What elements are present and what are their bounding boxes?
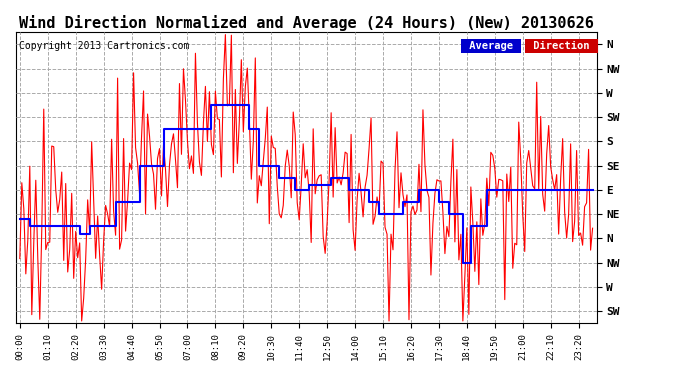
Title: Wind Direction Normalized and Average (24 Hours) (New) 20130626: Wind Direction Normalized and Average (2… <box>19 15 593 31</box>
Text: Copyright 2013 Cartronics.com: Copyright 2013 Cartronics.com <box>19 41 189 51</box>
Text: Average: Average <box>463 41 520 51</box>
Text: Direction: Direction <box>527 41 595 51</box>
